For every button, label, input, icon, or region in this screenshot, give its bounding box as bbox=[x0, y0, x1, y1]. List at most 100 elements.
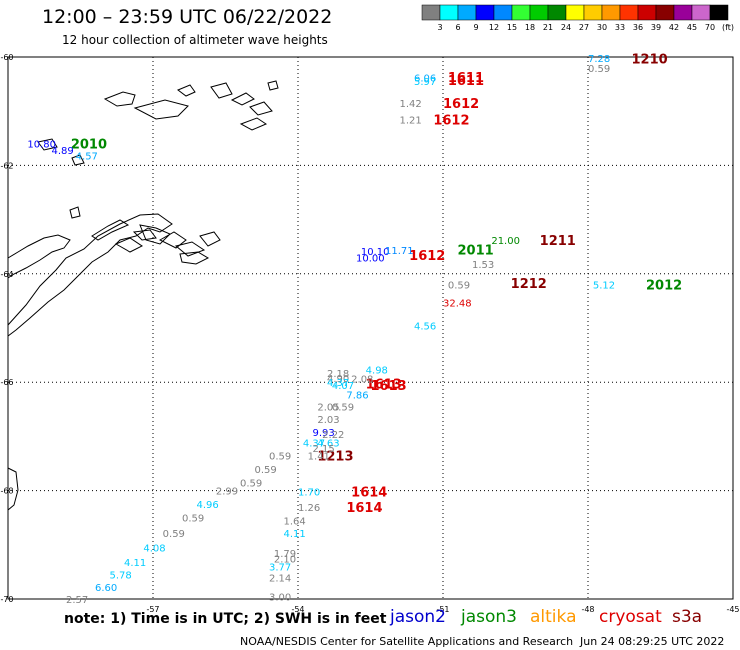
time-label: 1613 bbox=[371, 379, 407, 394]
colorbar-swatch bbox=[673, 4, 693, 21]
colorbar-label: 21 bbox=[543, 23, 553, 32]
colorbar-swatch bbox=[655, 4, 675, 21]
time-label: 1212 bbox=[511, 277, 547, 292]
swh-point: 0.59 bbox=[269, 451, 291, 462]
axis-labels: -57 -54 -51 -48 -45 -60 -62 -64 -66 -68 -70 bbox=[0, 53, 739, 614]
swh-point: 2.03 bbox=[317, 415, 339, 426]
swh-point: 4.11 bbox=[284, 529, 306, 540]
colorbar-label: 30 bbox=[597, 23, 607, 32]
swh-point: 1.42 bbox=[400, 99, 422, 110]
swh-point: 6.60 bbox=[95, 583, 117, 594]
swh-point: 1.79 bbox=[274, 549, 296, 560]
swh-point: 1.70 bbox=[298, 488, 320, 499]
time-label: 1612 bbox=[443, 97, 479, 112]
time-label: 1612 bbox=[409, 249, 445, 264]
page-subtitle: 12 hour collection of altimeter wave hei… bbox=[62, 33, 328, 47]
swh-point: 0.59 bbox=[448, 281, 470, 292]
y-tick-label: -62 bbox=[0, 161, 13, 170]
swh-point: 0.59 bbox=[240, 478, 262, 489]
legend-altika: altika bbox=[530, 607, 577, 627]
swh-point: 6.06 bbox=[414, 74, 436, 85]
legend-s3a: s3a bbox=[672, 607, 703, 627]
swh-point: 21.00 bbox=[491, 236, 520, 247]
swh-point: 2.22 bbox=[322, 430, 344, 441]
colorbar-swatch bbox=[547, 4, 567, 21]
colorbar-label: 24 bbox=[561, 23, 571, 32]
swh-point: 1.26 bbox=[298, 503, 320, 514]
colorbar-swatch bbox=[493, 4, 513, 21]
colorbar-swatch bbox=[475, 4, 495, 21]
legend-cryosat: cryosat bbox=[599, 607, 662, 627]
page-title: 12:00 – 23:59 UTC 06/22/2022 bbox=[42, 6, 333, 28]
swh-point: 9.93 bbox=[313, 428, 335, 439]
swh-point: 11.71 bbox=[385, 246, 414, 257]
time-label: 1614 bbox=[351, 486, 387, 501]
swh-point: 1.64 bbox=[284, 516, 306, 527]
swh-point: 7.86 bbox=[346, 391, 368, 402]
swh-point: 3.77 bbox=[269, 562, 291, 573]
swh-point: 0.59 bbox=[588, 64, 610, 75]
colorbar-label: 33 bbox=[615, 23, 625, 32]
swh-point: 1.41 bbox=[308, 451, 330, 462]
swh-point: 2.99 bbox=[216, 487, 238, 498]
colorbar-label: 15 bbox=[507, 23, 517, 32]
units-note: note: 1) Time is in UTC; 2) SWH is in fe… bbox=[64, 611, 387, 627]
x-tick-label: -48 bbox=[581, 605, 594, 614]
swh-point: 4.56 bbox=[414, 321, 436, 332]
swh-point: 4.07 bbox=[332, 381, 354, 392]
credit-date: Jun 24 08:29:25 UTC 2022 bbox=[580, 635, 725, 648]
swh-point: 10.00 bbox=[356, 254, 385, 265]
swh-point: 5.12 bbox=[593, 281, 615, 292]
colorbar-swatch bbox=[565, 4, 585, 21]
swh-point: 0.59 bbox=[332, 403, 354, 414]
x-tick-label: -45 bbox=[726, 605, 739, 614]
time-label: 1211 bbox=[540, 234, 576, 249]
swh-point: 4.08 bbox=[143, 544, 165, 555]
y-tick-label: -70 bbox=[0, 595, 13, 604]
swh-point: 2.18 bbox=[327, 369, 349, 380]
swh-point: 0.59 bbox=[255, 465, 277, 476]
swh-point: 4.37 bbox=[303, 438, 325, 449]
swh-point: 5.97 bbox=[414, 77, 436, 88]
time-label: 1210 bbox=[632, 53, 668, 68]
time-label: 1612 bbox=[433, 113, 469, 128]
colorbar-label: 39 bbox=[651, 23, 661, 32]
colorbar-label: 36 bbox=[633, 23, 643, 32]
colorbar-swatch bbox=[583, 4, 603, 21]
colorbar-swatch bbox=[529, 4, 549, 21]
time-label: 2012 bbox=[646, 279, 682, 294]
swh-point: 0.59 bbox=[163, 529, 185, 540]
colorbar-label: 42 bbox=[669, 23, 679, 32]
swh-point: 4.63 bbox=[317, 438, 339, 449]
swh-point: 2.10 bbox=[274, 554, 296, 565]
time-label: 2010 bbox=[71, 138, 107, 153]
gridlines bbox=[8, 57, 733, 599]
colorbar-label: 18 bbox=[525, 23, 535, 32]
legend-jason3: jason3 bbox=[461, 607, 517, 627]
colorbar-swatch bbox=[457, 4, 477, 21]
colorbar-label: 70 bbox=[705, 23, 715, 32]
map-frame bbox=[7, 56, 734, 600]
colorbar-label: 27 bbox=[579, 23, 589, 32]
x-tick-label: -57 bbox=[146, 605, 159, 614]
colorbar-label: 45 bbox=[687, 23, 697, 32]
y-tick-label: -64 bbox=[0, 270, 13, 279]
swh-point: 1.21 bbox=[400, 115, 422, 126]
colorbar-swatch bbox=[709, 4, 729, 21]
colorbar: 3 6 9 12 15 18 21 24 27 30 33 36 39 42 45 70 (ft) bbox=[421, 4, 734, 32]
colorbar-swatch bbox=[511, 4, 531, 21]
time-label: 1611 bbox=[448, 74, 484, 89]
swh-point: 10.10 bbox=[361, 247, 390, 258]
y-tick-label: -60 bbox=[0, 53, 13, 62]
time-label: 1213 bbox=[317, 449, 353, 464]
colorbar-swatch bbox=[601, 4, 621, 21]
swh-point: 0.59 bbox=[182, 514, 204, 525]
swh-point: 4.98 bbox=[366, 366, 388, 377]
time-label: 1614 bbox=[346, 501, 382, 516]
swh-point: 3.00 bbox=[269, 592, 291, 603]
time-labels: 1210161116111612161220101211201116121212… bbox=[71, 53, 682, 516]
swh-point: 4.89 bbox=[52, 146, 74, 157]
swh-point: 4.57 bbox=[76, 152, 98, 163]
